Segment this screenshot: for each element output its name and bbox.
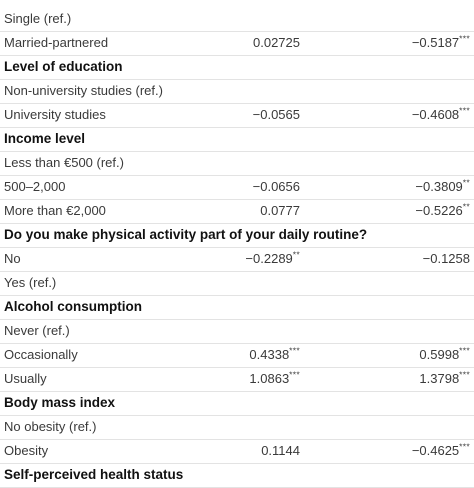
section-header: Income level — [4, 131, 86, 146]
coefficient-value: 0.5998 — [419, 347, 460, 362]
coefficient-model-2: 0.5998*** — [419, 343, 470, 367]
variable-label: Yes (ref.) — [4, 275, 57, 290]
table-row: Never (ref.) — [0, 319, 474, 344]
coefficient-value: −0.2289 — [245, 251, 293, 266]
significance-stars: ** — [462, 177, 470, 188]
table-row: Obesity 0.1144 −0.4625*** — [0, 439, 474, 464]
coefficient-value: −0.0565 — [252, 107, 300, 122]
section-header-row: Income level — [0, 127, 474, 152]
coefficient-model-1: −0.2289** — [245, 247, 300, 271]
variable-label: Less than €500 (ref.) — [4, 155, 124, 170]
variable-label: Married-partnered — [4, 35, 109, 50]
table-row: Married-partnered 0.02725 −0.5187*** — [0, 31, 474, 56]
coefficient-model-2: −0.5226** — [415, 199, 470, 223]
coefficient-value: 0.0777 — [260, 203, 300, 218]
table-row: No −0.2289** −0.1258 — [0, 247, 474, 272]
coefficient-model-1: −0.0656 — [253, 175, 300, 199]
coefficient-model-2: 1.3798*** — [419, 367, 470, 391]
section-header: Alcohol consumption — [4, 299, 142, 314]
coefficient-model-2: −0.5187*** — [412, 31, 470, 55]
section-header-row: Self-perceived health status — [0, 463, 474, 488]
table-row: More than €2,000 0.0777 −0.5226** — [0, 199, 474, 224]
section-header: Self-perceived health status — [4, 467, 184, 482]
coefficient-model-1: −0.0565 — [253, 103, 300, 127]
significance-stars: *** — [459, 345, 470, 356]
section-header: Level of education — [4, 59, 123, 74]
coefficient-value: −0.4608 — [411, 107, 460, 122]
coefficient-model-1: 0.02725 — [253, 31, 300, 55]
coefficient-value: 1.3798 — [419, 371, 460, 386]
variable-label: University studies — [4, 107, 106, 122]
significance-stars: *** — [289, 369, 300, 380]
section-header-row: Alcohol consumption — [0, 295, 474, 320]
coefficient-model-2: −0.3809** — [415, 175, 470, 199]
coefficient-model-2: −0.4625*** — [412, 439, 470, 463]
coefficient-model-1: 0.4338*** — [249, 343, 300, 367]
variable-label: Non-university studies (ref.) — [4, 83, 163, 98]
coefficient-model-1: 1.0863*** — [249, 367, 300, 391]
table-row: Occasionally 0.4338*** 0.5998*** — [0, 343, 474, 368]
variable-label: Single (ref.) — [4, 11, 72, 26]
significance-stars: ** — [292, 249, 300, 260]
table-row: Single (ref.) — [0, 7, 474, 32]
coefficient-value: −0.0656 — [252, 179, 300, 194]
significance-stars: *** — [459, 441, 470, 452]
variable-label: Obesity — [4, 443, 49, 458]
section-header-row: Level of education — [0, 55, 474, 80]
coefficient-value: −0.4625 — [411, 443, 460, 458]
section-header-row: Do you make physical activity part of yo… — [0, 223, 474, 248]
table-row: Usually 1.0863*** 1.3798*** — [0, 367, 474, 392]
coefficient-value: −0.5187 — [411, 35, 460, 50]
coefficient-value: 1.0863 — [249, 371, 290, 386]
coefficient-value: 0.1144 — [261, 443, 300, 458]
table-row: Non-university studies (ref.) — [0, 79, 474, 104]
section-header-row: Body mass index — [0, 391, 474, 416]
variable-label: Occasionally — [4, 347, 78, 362]
table-row: University studies −0.0565 −0.4608*** — [0, 103, 474, 128]
table-row: 500–2,000 −0.0656 −0.3809** — [0, 175, 474, 200]
coefficient-value: −0.1258 — [422, 251, 470, 266]
variable-label: No obesity (ref.) — [4, 419, 97, 434]
significance-stars: *** — [459, 33, 470, 44]
coefficient-value: −0.3809 — [415, 179, 463, 194]
variable-label: No — [4, 251, 21, 266]
variable-label: More than €2,000 — [4, 203, 106, 218]
table-row: Less than €500 (ref.) — [0, 151, 474, 176]
variable-label: Usually — [4, 371, 47, 386]
coefficient-model-2: −0.4608*** — [412, 103, 470, 127]
coefficient-value: −0.5226 — [415, 203, 463, 218]
significance-stars: *** — [459, 105, 470, 116]
table-row: Yes (ref.) — [0, 271, 474, 296]
significance-stars: *** — [289, 345, 300, 356]
coefficient-model-1: 0.0777 — [260, 199, 300, 223]
variable-label: 500–2,000 — [4, 179, 66, 194]
significance-stars: ** — [462, 201, 470, 212]
coefficient-model-2: −0.1258 — [423, 247, 470, 271]
significance-stars: *** — [459, 369, 470, 380]
section-header: Body mass index — [4, 395, 116, 410]
coefficient-value: 0.4338 — [249, 347, 290, 362]
coefficient-value: 0.02725 — [253, 35, 300, 50]
coefficient-model-1: 0.1144 — [261, 439, 300, 463]
table-row: No obesity (ref.) — [0, 415, 474, 440]
section-header: Do you make physical activity part of yo… — [4, 227, 368, 242]
variable-label: Never (ref.) — [4, 323, 70, 338]
